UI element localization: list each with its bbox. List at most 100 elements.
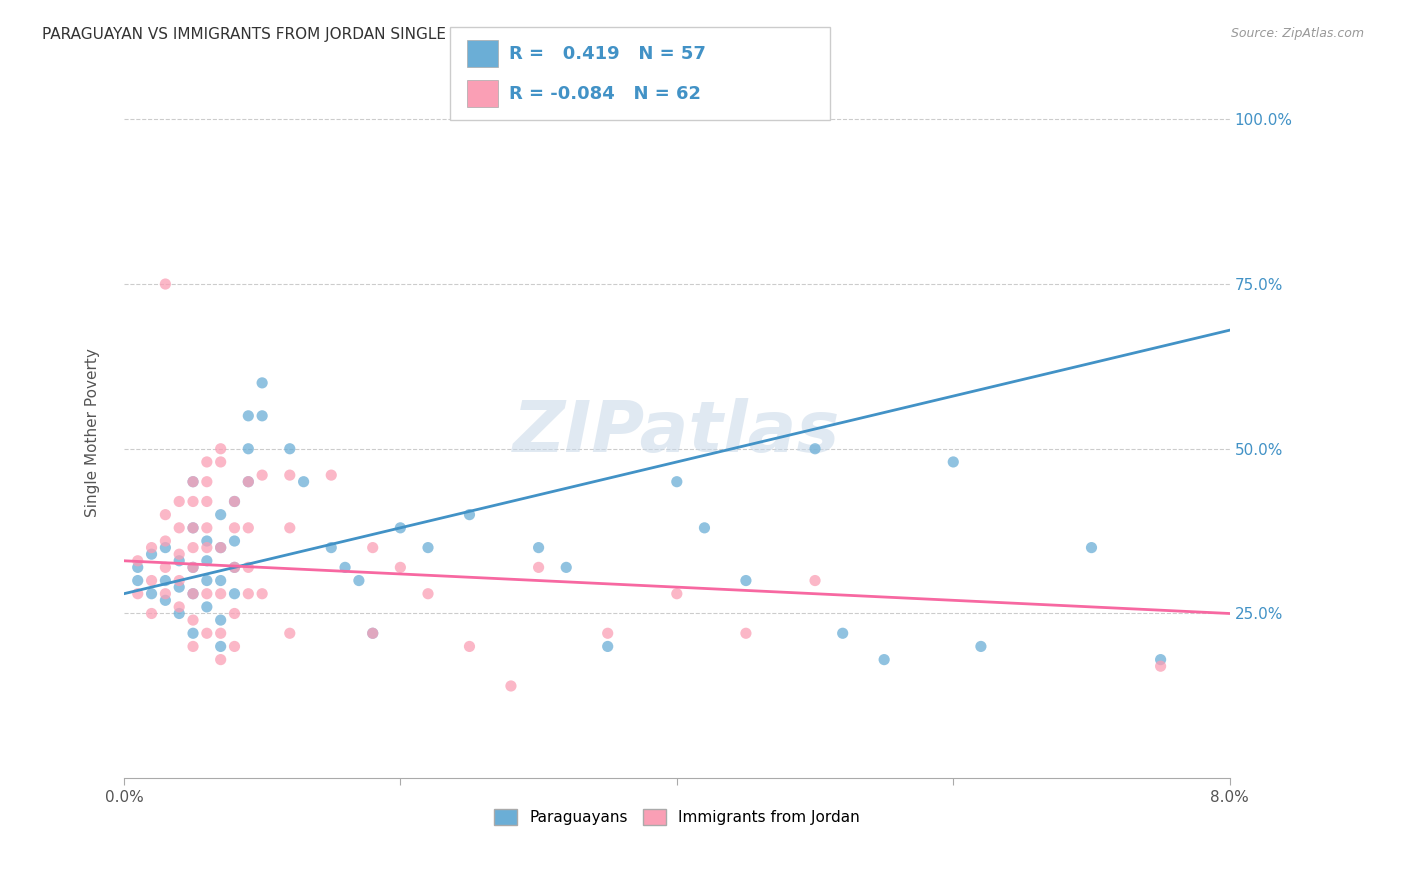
Point: [195, 541, 218, 555]
Point: [527, 560, 550, 574]
Text: R =   0.419   N = 57: R = 0.419 N = 57: [509, 45, 706, 62]
Point: [278, 442, 301, 456]
Point: [209, 541, 232, 555]
Point: [209, 640, 232, 654]
Point: [195, 494, 218, 508]
Point: [321, 541, 343, 555]
Point: [181, 560, 204, 574]
Point: [361, 626, 384, 640]
Point: [167, 521, 190, 535]
Point: [238, 409, 260, 423]
Point: [224, 521, 246, 535]
Point: [127, 554, 149, 568]
Point: [195, 521, 218, 535]
Point: [250, 587, 273, 601]
Point: [141, 547, 163, 561]
Point: [224, 587, 246, 601]
Point: [321, 468, 343, 483]
Point: [250, 468, 273, 483]
Point: [1149, 659, 1171, 673]
Point: [596, 640, 619, 654]
Point: [195, 599, 218, 614]
Point: [141, 574, 163, 588]
Point: [361, 541, 384, 555]
Point: [195, 534, 218, 549]
Point: [155, 587, 177, 601]
Point: [195, 475, 218, 489]
Point: [209, 541, 232, 555]
Point: [292, 475, 315, 489]
Point: [873, 652, 896, 666]
Point: [209, 652, 232, 666]
Point: [181, 541, 204, 555]
Point: [224, 607, 246, 621]
Point: [155, 277, 177, 291]
Point: [127, 587, 149, 601]
Point: [389, 560, 412, 574]
Point: [127, 574, 149, 588]
Point: [155, 560, 177, 574]
Point: [347, 574, 370, 588]
Text: R = -0.084   N = 62: R = -0.084 N = 62: [509, 85, 702, 103]
Point: [970, 640, 993, 654]
Point: [238, 475, 260, 489]
Point: [735, 574, 758, 588]
Point: [195, 574, 218, 588]
Point: [209, 587, 232, 601]
Point: [527, 541, 550, 555]
Point: [181, 587, 204, 601]
Point: [195, 554, 218, 568]
Point: [167, 547, 190, 561]
Point: [195, 626, 218, 640]
Point: [167, 580, 190, 594]
Point: [224, 494, 246, 508]
Point: [209, 442, 232, 456]
Point: [181, 587, 204, 601]
Legend: Paraguayans, Immigrants from Jordan: Paraguayans, Immigrants from Jordan: [486, 802, 868, 833]
Point: [250, 409, 273, 423]
Point: [209, 455, 232, 469]
Point: [195, 587, 218, 601]
Point: [209, 613, 232, 627]
Point: [693, 521, 716, 535]
Point: [555, 560, 578, 574]
Point: [181, 560, 204, 574]
Point: [238, 587, 260, 601]
Point: [224, 494, 246, 508]
Text: ZIPatlas: ZIPatlas: [513, 398, 841, 467]
Point: [181, 494, 204, 508]
Point: [416, 587, 439, 601]
Point: [141, 541, 163, 555]
Point: [181, 475, 204, 489]
Point: [942, 455, 965, 469]
Point: [665, 587, 688, 601]
Point: [127, 560, 149, 574]
Point: [333, 560, 356, 574]
Point: [735, 626, 758, 640]
Point: [181, 475, 204, 489]
Point: [155, 541, 177, 555]
Y-axis label: Single Mother Poverty: Single Mother Poverty: [86, 348, 100, 516]
Point: [831, 626, 853, 640]
Point: [209, 574, 232, 588]
Point: [458, 640, 481, 654]
Point: [596, 626, 619, 640]
Point: [167, 554, 190, 568]
Point: [167, 494, 190, 508]
Point: [238, 560, 260, 574]
Point: [181, 626, 204, 640]
Point: [209, 508, 232, 522]
Point: [155, 593, 177, 607]
Point: [224, 560, 246, 574]
Point: [181, 640, 204, 654]
Point: [278, 626, 301, 640]
Point: [141, 607, 163, 621]
Point: [238, 475, 260, 489]
Point: [167, 599, 190, 614]
Point: [278, 468, 301, 483]
Point: [1288, 112, 1310, 127]
Point: [804, 574, 827, 588]
Point: [181, 521, 204, 535]
Point: [167, 607, 190, 621]
Point: [224, 640, 246, 654]
